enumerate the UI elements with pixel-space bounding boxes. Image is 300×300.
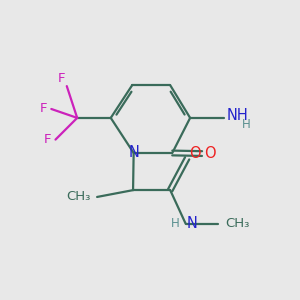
- Text: H: H: [171, 217, 180, 230]
- Text: F: F: [58, 72, 65, 85]
- Text: H: H: [242, 118, 251, 131]
- Text: NH: NH: [227, 108, 248, 123]
- Text: O: O: [189, 146, 201, 161]
- Text: CH₃: CH₃: [225, 217, 249, 230]
- Text: N: N: [187, 216, 197, 231]
- Text: F: F: [39, 102, 47, 115]
- Text: CH₃: CH₃: [66, 190, 91, 203]
- Text: F: F: [44, 133, 51, 146]
- Text: O: O: [204, 146, 216, 161]
- Text: N: N: [128, 146, 139, 160]
